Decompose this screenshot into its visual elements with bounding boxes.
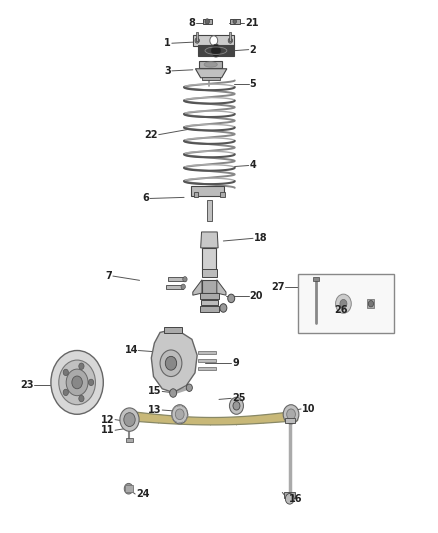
Circle shape <box>79 395 84 402</box>
Bar <box>220 191 225 197</box>
Circle shape <box>120 408 139 431</box>
Circle shape <box>51 351 103 414</box>
Circle shape <box>210 36 218 45</box>
Text: 13: 13 <box>148 405 161 415</box>
Text: 22: 22 <box>145 130 158 140</box>
Bar <box>200 293 219 299</box>
Text: 2: 2 <box>250 45 256 54</box>
Bar <box>313 277 319 281</box>
Circle shape <box>63 369 68 376</box>
Bar <box>200 306 219 312</box>
Circle shape <box>175 409 184 419</box>
Circle shape <box>88 379 94 385</box>
Circle shape <box>79 363 84 369</box>
Bar <box>285 418 294 423</box>
Circle shape <box>165 357 177 370</box>
Text: 27: 27 <box>271 282 285 292</box>
Bar <box>201 269 217 277</box>
Circle shape <box>72 376 82 389</box>
Ellipse shape <box>204 62 217 67</box>
Bar <box>199 61 222 68</box>
Circle shape <box>286 494 294 504</box>
Bar <box>198 359 215 362</box>
Circle shape <box>230 397 244 414</box>
Circle shape <box>287 409 295 419</box>
Circle shape <box>368 301 374 307</box>
Text: 7: 7 <box>105 271 112 281</box>
Text: 14: 14 <box>125 345 138 356</box>
Circle shape <box>211 44 221 57</box>
Bar <box>230 19 240 24</box>
Bar <box>203 19 212 24</box>
Circle shape <box>181 284 185 289</box>
Circle shape <box>124 413 135 426</box>
Circle shape <box>183 277 187 282</box>
Text: 24: 24 <box>136 489 149 499</box>
Text: 26: 26 <box>335 305 348 315</box>
Circle shape <box>195 38 199 43</box>
Bar <box>198 367 215 370</box>
Circle shape <box>172 405 187 424</box>
Text: 15: 15 <box>148 386 161 397</box>
Bar <box>229 32 231 41</box>
Bar <box>127 438 133 442</box>
Text: 11: 11 <box>101 425 114 435</box>
Polygon shape <box>193 280 202 295</box>
Circle shape <box>63 389 68 395</box>
Bar <box>202 280 217 293</box>
Text: 18: 18 <box>254 233 268 244</box>
Circle shape <box>170 389 177 397</box>
Bar <box>166 285 183 288</box>
Text: 4: 4 <box>250 160 256 171</box>
Bar <box>191 186 223 196</box>
Circle shape <box>124 483 133 494</box>
Circle shape <box>186 384 192 391</box>
Circle shape <box>228 38 233 43</box>
Bar <box>297 274 394 333</box>
Circle shape <box>233 401 240 410</box>
Bar <box>202 248 216 274</box>
Bar <box>196 32 198 41</box>
Text: 6: 6 <box>142 193 149 204</box>
Bar <box>168 277 185 281</box>
Bar <box>367 300 374 308</box>
Bar <box>194 191 198 197</box>
Bar <box>198 351 215 354</box>
Polygon shape <box>127 411 297 425</box>
Circle shape <box>340 300 347 308</box>
Text: 9: 9 <box>232 358 239 368</box>
Circle shape <box>160 350 182 376</box>
Bar <box>198 45 234 56</box>
Text: 10: 10 <box>302 404 315 414</box>
Text: 3: 3 <box>164 66 171 76</box>
Polygon shape <box>217 280 226 295</box>
Text: 8: 8 <box>188 18 195 28</box>
Bar <box>125 485 133 492</box>
Text: 16: 16 <box>289 494 302 504</box>
Text: 5: 5 <box>250 79 256 89</box>
Bar <box>202 77 220 80</box>
Text: 21: 21 <box>245 18 259 28</box>
Circle shape <box>228 294 235 303</box>
Text: 20: 20 <box>250 291 263 301</box>
Bar <box>201 300 218 305</box>
Circle shape <box>220 304 227 312</box>
Bar <box>164 327 182 334</box>
Circle shape <box>59 360 95 405</box>
Bar <box>193 35 234 46</box>
Polygon shape <box>201 232 218 248</box>
Circle shape <box>336 294 351 313</box>
Text: 23: 23 <box>20 379 33 390</box>
Text: 1: 1 <box>164 38 171 48</box>
Text: 12: 12 <box>101 415 114 425</box>
Polygon shape <box>195 69 227 78</box>
Bar <box>284 492 295 498</box>
Bar <box>207 200 212 221</box>
Circle shape <box>283 405 299 424</box>
Circle shape <box>205 19 209 24</box>
Text: 25: 25 <box>232 393 246 403</box>
Circle shape <box>66 369 88 395</box>
Circle shape <box>233 19 237 23</box>
Polygon shape <box>151 329 197 392</box>
